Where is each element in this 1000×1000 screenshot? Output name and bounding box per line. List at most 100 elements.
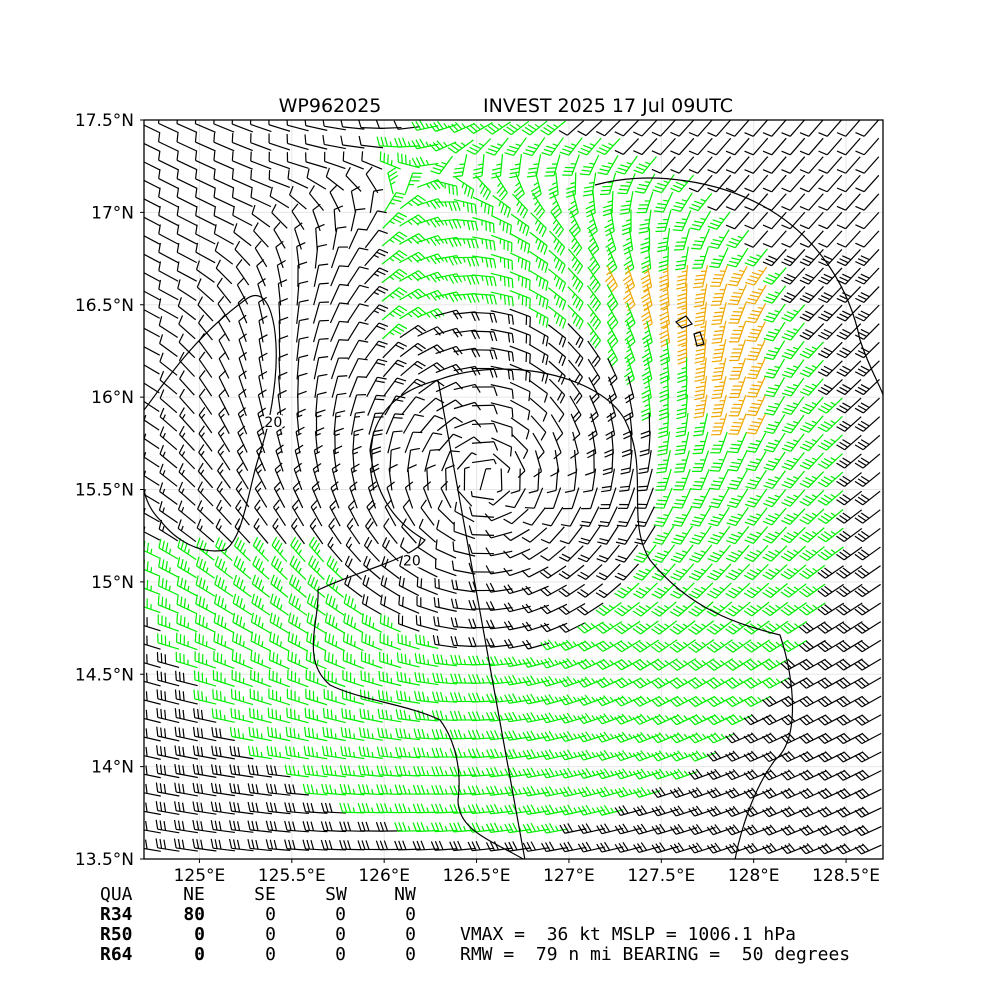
wind-barb — [144, 253, 160, 264]
wind-barb — [312, 203, 321, 232]
wind-barb — [144, 802, 161, 816]
wind-barb — [288, 593, 308, 616]
wind-barb — [688, 582, 714, 599]
wind-barb — [540, 657, 568, 669]
wind-barb — [289, 185, 307, 210]
wind-barb — [238, 333, 247, 361]
wind-barb — [233, 555, 252, 580]
wind-barb — [275, 240, 284, 269]
wind-barb — [312, 462, 322, 491]
wind-barb — [250, 151, 272, 170]
wind-barb — [343, 612, 364, 634]
wind-barb — [632, 750, 661, 762]
wind-barb — [677, 338, 688, 365]
wind-barb — [694, 376, 708, 401]
wind-barb — [178, 425, 195, 451]
wind-barb — [347, 321, 369, 342]
wind-barb — [174, 708, 198, 723]
wind-barb — [232, 612, 253, 634]
wind-barb — [484, 121, 511, 135]
wind-barb — [159, 407, 178, 432]
wind-barb — [854, 769, 882, 781]
wind-barb — [599, 487, 617, 510]
wind-barb — [651, 750, 679, 762]
wind-barb — [577, 564, 603, 580]
wind-barb — [781, 340, 805, 360]
wind-barb — [296, 354, 309, 380]
wind-barb — [521, 527, 548, 543]
wind-barb — [452, 154, 468, 178]
wind-barb — [728, 413, 747, 435]
wind-barb — [579, 506, 600, 527]
wind-barb — [726, 525, 750, 545]
wind-barb — [194, 651, 217, 669]
wind-barb — [384, 499, 397, 527]
wind-barb — [341, 708, 365, 723]
wind-barb — [763, 414, 786, 435]
storm-info-title: INVEST 2025 17 Jul 09UTC — [483, 95, 733, 117]
wind-barb — [471, 441, 499, 451]
wind-barb — [799, 508, 825, 525]
wind-barb — [293, 462, 303, 491]
wind-barb — [558, 603, 586, 615]
wind-barb — [447, 121, 475, 134]
wind-barb — [176, 575, 197, 597]
wind-barb — [707, 120, 732, 137]
wind-barb — [231, 151, 253, 170]
wind-barb — [210, 838, 235, 852]
wind-barb — [761, 639, 789, 653]
wind-barb — [213, 613, 235, 634]
small-closed-contour-2 — [693, 331, 705, 347]
axis-ticks: 125°E 125.5°E 126°E 126.5°E 127°E 127.5°E 128°… — [75, 111, 880, 886]
wind-barb — [781, 396, 805, 416]
wind-barb — [725, 174, 750, 193]
wind-barb — [558, 120, 585, 136]
wind-barb — [854, 695, 882, 708]
wind-barb — [688, 842, 716, 854]
wind-barb — [690, 210, 712, 231]
wind-barb — [256, 259, 266, 287]
wind-barb — [286, 133, 309, 151]
wind-barb — [632, 639, 660, 653]
wind-barb — [404, 431, 423, 454]
wind-barb — [213, 120, 235, 133]
wind-barb — [158, 316, 179, 338]
wind-barb — [504, 748, 531, 760]
wind-barb — [254, 480, 268, 508]
wind-barb — [250, 612, 271, 634]
wind-barb — [144, 578, 161, 596]
wind-barb — [265, 783, 291, 796]
wind-barb — [688, 695, 716, 708]
wind-barb — [522, 804, 550, 815]
wind-barb — [651, 601, 677, 617]
wind-barb — [237, 296, 248, 324]
wind-barb — [781, 137, 806, 156]
wind-barb — [453, 218, 479, 231]
wind-barb — [540, 694, 568, 705]
wind-barb — [728, 376, 747, 399]
wind-barb — [854, 806, 882, 818]
wind-barb — [490, 234, 513, 253]
wind-barb — [688, 714, 716, 726]
wind-barb — [855, 267, 880, 285]
wind-barb — [424, 449, 440, 472]
wind-barb — [543, 487, 562, 510]
lat-tick-label: 15.5°N — [75, 481, 134, 501]
wind-barb — [708, 506, 730, 527]
wind-barb — [485, 601, 513, 612]
wind-barb — [486, 711, 513, 722]
wind-barb — [854, 472, 881, 487]
wind-barb — [762, 583, 788, 599]
wind-barb — [589, 395, 599, 423]
wind-barb — [230, 688, 254, 706]
wind-barb — [558, 622, 586, 633]
wind-barb — [196, 518, 215, 543]
wind-barb — [158, 224, 179, 245]
wind-barb — [818, 267, 843, 285]
wind-barb — [725, 601, 751, 617]
wind-barb — [270, 555, 288, 580]
wind-barb — [247, 839, 273, 852]
wind-barb — [284, 802, 310, 815]
wind-barb — [380, 594, 401, 615]
wind-barb — [503, 120, 530, 136]
